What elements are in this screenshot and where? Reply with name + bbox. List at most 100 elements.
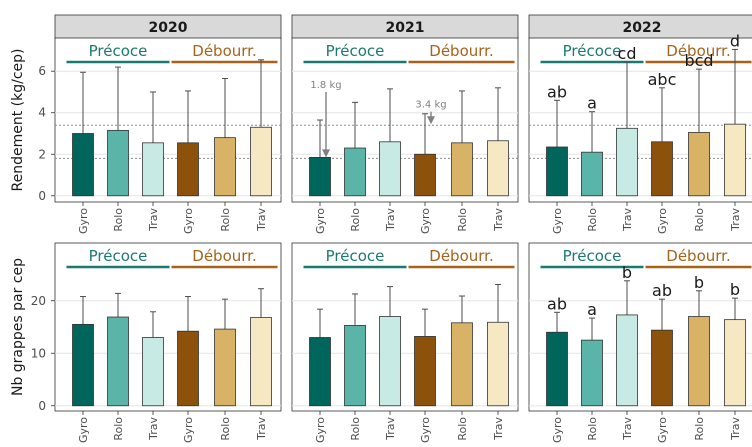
bar-rolo-debourr xyxy=(214,328,236,407)
x-tick-label: Rolo xyxy=(693,417,706,441)
x-tick-label: Gyro xyxy=(182,208,195,234)
bar-trav-precoce xyxy=(142,337,164,407)
bar-rolo-debourr xyxy=(688,132,710,197)
facet-strip xyxy=(291,14,519,40)
bar-rolo-debourr xyxy=(451,142,473,197)
annotation-arrowhead xyxy=(427,116,435,125)
bar-trav-debourr xyxy=(250,126,272,197)
x-tick-label: Rolo xyxy=(112,208,125,232)
x-tick-label: Rolo xyxy=(219,417,232,441)
group-label-precoce: Précoce xyxy=(89,247,148,265)
significance-letter: cd xyxy=(618,44,637,63)
x-tick-label: Rolo xyxy=(456,417,469,441)
x-tick-label: Trav xyxy=(384,417,397,441)
x-tick-label: Rolo xyxy=(349,417,362,441)
bar-trav-precoce xyxy=(379,316,401,407)
bar-rolo-precoce xyxy=(581,339,603,407)
group-label-debourr: Débourr. xyxy=(429,42,493,60)
x-tick-label: Trav xyxy=(729,417,742,441)
bar-trav-precoce xyxy=(379,141,401,197)
bar-rolo-debourr xyxy=(214,137,236,197)
panel-grappes-1: Précoce Débourr. Gyro Rolo Trav Gyro Rolo Trav xyxy=(51,242,282,443)
significance-letter: b xyxy=(730,280,740,299)
bar-gyro-precoce xyxy=(546,331,568,407)
group-label-precoce: Précoce xyxy=(326,42,385,60)
x-tick-label: Gyro xyxy=(656,417,669,443)
bar-rolo-precoce xyxy=(107,316,129,407)
annotation-arrowhead xyxy=(322,149,330,158)
y-axis-title-rendement: Rendement (kg/cep) xyxy=(10,49,26,192)
x-tick-label: Trav xyxy=(255,417,268,441)
x-tick-label: Gyro xyxy=(551,417,564,443)
x-tick-label: Rolo xyxy=(693,208,706,232)
x-tick-label: Trav xyxy=(147,208,160,232)
bar-gyro-debourr xyxy=(414,153,436,197)
significance-letter: d xyxy=(730,31,740,50)
panel-grappes-2: Précoce Débourr. Gyro Rolo Trav Gyro Rolo Trav xyxy=(291,242,519,443)
y-tick-label-grappes: 20 xyxy=(31,294,46,308)
x-tick-label: Gyro xyxy=(551,208,564,234)
bar-trav-debourr xyxy=(250,317,272,407)
group-label-debourr: Débourr. xyxy=(666,247,730,265)
reference-annotation-label: 3.4 kg xyxy=(415,100,446,111)
y-tick-label-rendement: 4 xyxy=(38,106,46,120)
x-tick-label: Gyro xyxy=(419,208,432,234)
y-tick-label-grappes: 10 xyxy=(31,346,46,360)
y-tick-label-rendement: 6 xyxy=(38,64,46,78)
bar-trav-precoce xyxy=(616,127,638,197)
bar-trav-debourr xyxy=(487,140,509,197)
bar-gyro-precoce xyxy=(546,146,568,197)
x-tick-label: Trav xyxy=(492,417,505,441)
x-tick-label: Trav xyxy=(492,208,505,232)
x-tick-label: Gyro xyxy=(182,417,195,443)
bar-rolo-precoce xyxy=(107,129,129,197)
group-label-precoce: Précoce xyxy=(89,42,148,60)
panel-grappes-3: Précoce Débourr. Gyro ab Rolo a Trav b Gyro ab Rol… xyxy=(528,242,752,443)
group-label-debourr: Débourr. xyxy=(192,247,256,265)
y-axis-title-grappes: Nb grappes par cep xyxy=(10,258,26,396)
facet-strip-title: 2021 xyxy=(386,20,425,36)
group-label-debourr: Débourr. xyxy=(666,42,730,60)
bar-rolo-debourr xyxy=(688,316,710,407)
y-tick-label-rendement: 2 xyxy=(38,147,46,161)
x-tick-label: Gyro xyxy=(314,417,327,443)
significance-letter: a xyxy=(587,300,597,319)
bar-trav-debourr xyxy=(724,123,746,197)
y-tick-label-grappes: 0 xyxy=(38,399,46,413)
bar-rolo-precoce xyxy=(344,147,366,197)
bar-gyro-debourr xyxy=(177,142,199,197)
significance-letter: ab xyxy=(652,281,672,300)
x-tick-label: Gyro xyxy=(77,208,90,234)
bar-rolo-precoce xyxy=(581,151,603,197)
bar-gyro-precoce xyxy=(72,323,94,407)
bar-rolo-precoce xyxy=(344,325,366,407)
significance-letter: b xyxy=(622,263,632,282)
significance-letter: abc xyxy=(648,70,677,89)
facet-strip-title: 2022 xyxy=(623,20,662,36)
x-tick-label: Trav xyxy=(621,417,634,441)
x-tick-label: Gyro xyxy=(656,208,669,234)
x-tick-label: Gyro xyxy=(314,208,327,234)
x-tick-label: Rolo xyxy=(586,417,599,441)
significance-letter: ab xyxy=(547,294,567,313)
x-tick-label: Trav xyxy=(621,208,634,232)
bar-trav-precoce xyxy=(142,142,164,197)
reference-annotation-label: 1.8 kg xyxy=(310,80,341,91)
significance-letter: b xyxy=(694,273,704,292)
facet-strip-title: 2020 xyxy=(149,20,188,36)
x-tick-label: Trav xyxy=(255,208,268,232)
x-tick-label: Gyro xyxy=(77,417,90,443)
x-tick-label: Rolo xyxy=(219,208,232,232)
bar-gyro-debourr xyxy=(414,336,436,407)
x-tick-label: Rolo xyxy=(586,208,599,232)
significance-letter: a xyxy=(587,94,597,113)
significance-letter: ab xyxy=(547,82,567,101)
x-tick-label: Gyro xyxy=(419,417,432,443)
x-tick-label: Trav xyxy=(384,208,397,232)
x-tick-label: Rolo xyxy=(112,417,125,441)
bar-gyro-debourr xyxy=(651,329,673,407)
group-label-precoce: Précoce xyxy=(326,247,385,265)
